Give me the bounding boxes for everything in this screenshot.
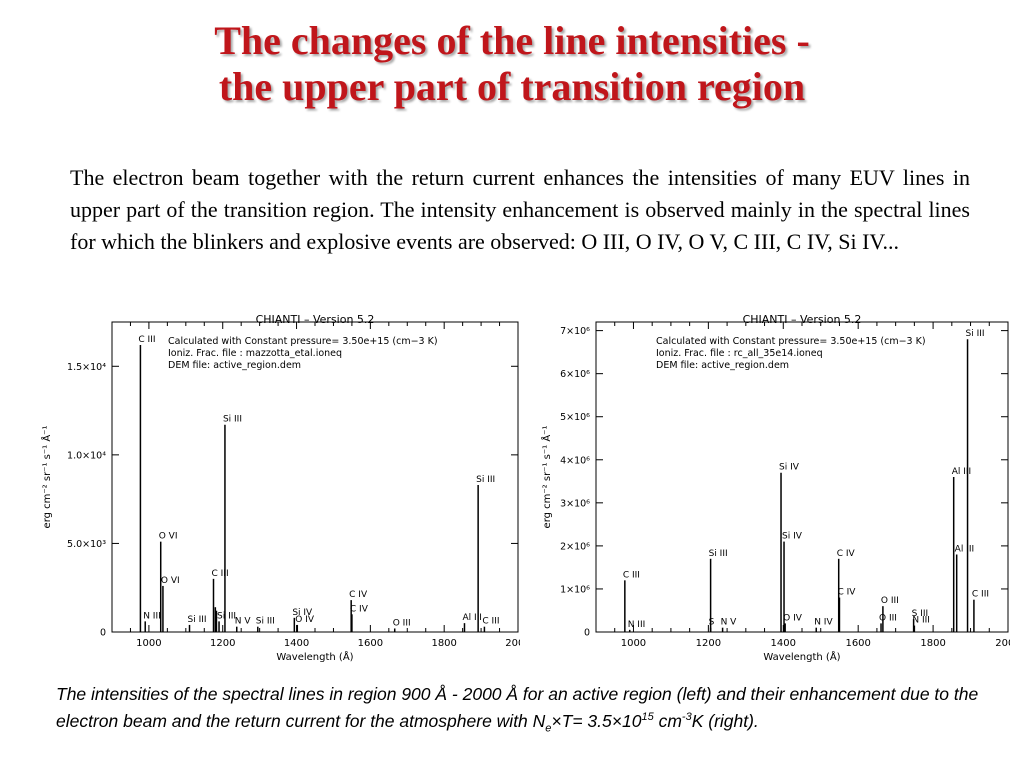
- spectral-line-label: C III: [138, 335, 155, 345]
- y-tick-label: 7×10⁶: [560, 326, 590, 337]
- chart-svg: CHIANTI – Version 5.2 Calculated with Con…: [540, 313, 1021, 663]
- spectral-line-label: O VI: [161, 576, 180, 586]
- spectral-line-label: Al III: [955, 545, 974, 555]
- y-tick-label: 4×10⁶: [560, 455, 590, 466]
- spectral-line-label: N IV: [814, 618, 833, 628]
- caption-exp-15: 15: [641, 711, 654, 723]
- x-tick-label: 1200: [696, 638, 721, 649]
- spectral-line-label: Si III: [256, 617, 275, 627]
- x-tick-label: 1000: [136, 638, 161, 649]
- caption-times-1: ×: [551, 710, 562, 731]
- figure-caption: The intensities of the spectral lines in…: [56, 683, 986, 740]
- caption-t-eq: T= 3.5: [561, 710, 612, 731]
- spectral-line-label: Si III: [709, 549, 728, 559]
- slide-title: The changes of the line intensities - th…: [0, 18, 1024, 110]
- caption-text: The intensities of the spectral lines in…: [56, 684, 979, 731]
- title-line-2: the upper part of transition region: [218, 64, 806, 109]
- x-tick-label: 2000: [995, 638, 1010, 649]
- spectral-line-label: N III: [912, 616, 930, 626]
- annotation-line: Ioniz. Frac. file : mazzotta_etal.ioneq: [168, 348, 342, 359]
- y-tick-label: 3×10⁶: [560, 498, 590, 509]
- spectral-line-label: S III: [912, 609, 929, 619]
- spectral-line-label: Al III: [462, 613, 481, 623]
- x-tick-label: 1400: [771, 638, 796, 649]
- title-line-1: The changes of the line intensities -: [214, 18, 810, 63]
- x-tick-label: 1200: [210, 638, 235, 649]
- y-tick-label: 1.0×10⁴: [67, 450, 106, 461]
- spectral-line-label: C IV: [349, 590, 368, 600]
- x-axis-label: Wavelength (Å): [276, 650, 353, 663]
- caption-ten: 10: [622, 710, 642, 731]
- x-tick-label: 1800: [431, 638, 456, 649]
- spectral-line-label: N V: [235, 617, 252, 627]
- y-tick-label: 0: [584, 628, 590, 639]
- annotation-line: Ioniz. Frac. file : rc_all_35e14.ioneq: [656, 348, 823, 359]
- x-tick-label: 1800: [920, 638, 945, 649]
- spectral-line-label: O III: [879, 613, 897, 623]
- spectral-line-label: C III: [482, 617, 499, 627]
- y-tick-label: 1.5×10⁴: [67, 362, 106, 373]
- spectral-line-label: N III: [628, 620, 646, 630]
- spectrum-chart-right: CHIANTI – Version 5.2 Calculated with Con…: [540, 300, 1021, 683]
- spectral-line-label: O III: [393, 618, 411, 628]
- y-axis-label: erg cm⁻² sr⁻¹ s⁻¹ Å⁻¹: [40, 426, 53, 529]
- spectral-line-label: Al III: [952, 467, 971, 477]
- spectral-line-label: Si III: [966, 329, 985, 339]
- spectral-line-label: Si III: [476, 475, 495, 485]
- chart-title: CHIANTI – Version 5.2: [256, 313, 375, 326]
- spectral-line-label: O IV: [295, 615, 315, 625]
- x-tick-label: 1400: [284, 638, 309, 649]
- y-tick-label: 5×10⁶: [560, 412, 590, 423]
- x-tick-label: 1600: [358, 638, 383, 649]
- spectral-line-label: Si III: [217, 611, 236, 621]
- chart-svg: CHIANTI – Version 5.2 Calculated with Con…: [40, 313, 531, 663]
- y-axis-label: erg cm⁻² sr⁻¹ s⁻¹ Å⁻¹: [540, 426, 553, 529]
- x-tick-label: 1000: [621, 638, 646, 649]
- y-tick-label: 0: [100, 628, 106, 639]
- x-tick-label: 2000: [505, 638, 520, 649]
- spectral-line-label: O VI: [159, 532, 178, 542]
- caption-cm: cm: [653, 710, 682, 731]
- spectral-line-label: S: [709, 618, 715, 628]
- spectral-line-label: Si IV: [779, 463, 800, 473]
- spectral-line-label: Si III: [188, 615, 207, 625]
- x-axis-label: Wavelength (Å): [763, 650, 840, 663]
- spectral-line-label: C IV: [350, 604, 369, 614]
- spectral-line-label: C III: [212, 569, 229, 579]
- chart-title: CHIANTI – Version 5.2: [743, 313, 862, 326]
- y-tick-label: 2×10⁶: [560, 541, 590, 552]
- spectral-line-label: C IV: [837, 549, 856, 559]
- caption-tail: K (right).: [691, 710, 759, 731]
- x-tick-label: 1600: [845, 638, 870, 649]
- annotation-line: Calculated with Constant pressure= 3.50e…: [168, 336, 438, 347]
- spectral-line-label: N V: [721, 618, 738, 628]
- caption-exp-m3: -3: [681, 711, 692, 723]
- spectral-line-label: Si IV: [782, 532, 803, 542]
- caption-times-2: ×: [611, 710, 622, 731]
- y-tick-label: 5.0×10³: [67, 539, 106, 550]
- annotation-line: DEM file: active_region.dem: [656, 360, 789, 371]
- spectral-line-label: C III: [623, 570, 640, 580]
- spectral-line-label: N III: [143, 611, 161, 621]
- spectral-line-label: Si IV: [292, 608, 313, 618]
- spectral-line-label: C III: [972, 590, 989, 600]
- spectrum-chart-left: CHIANTI – Version 5.2 Calculated with Con…: [30, 300, 531, 683]
- y-tick-label: 1×10⁶: [560, 584, 590, 595]
- spectral-line-label: O III: [881, 596, 899, 606]
- spectral-line-label: O IV: [783, 613, 803, 623]
- y-tick-label: 6×10⁶: [560, 369, 590, 380]
- caption-sub-e: e: [545, 722, 552, 735]
- spectral-line-label: C IV: [837, 588, 856, 598]
- annotation-line: DEM file: active_region.dem: [168, 360, 301, 371]
- intro-paragraph: The electron beam together with the retu…: [70, 165, 970, 254]
- spectral-line-label: Si III: [223, 415, 242, 425]
- annotation-line: Calculated with Constant pressure= 3.50e…: [656, 336, 926, 347]
